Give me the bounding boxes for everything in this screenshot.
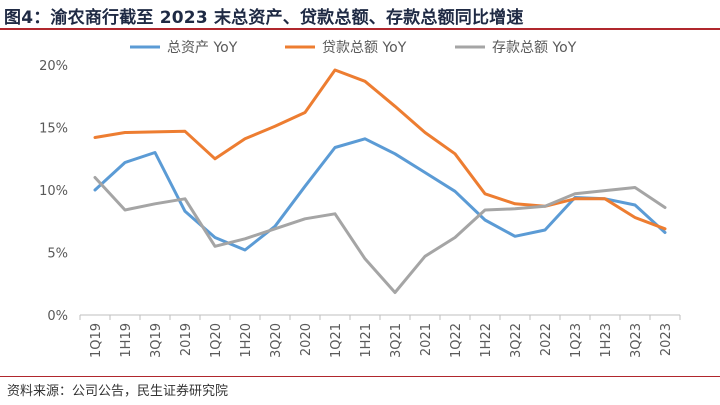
y-tick-label: 10% <box>39 184 68 199</box>
x-tick-label: 1Q21 <box>329 323 344 358</box>
y-tick-label: 5% <box>47 247 68 262</box>
x-tick-label: 1Q19 <box>89 323 104 358</box>
x-tick-label: 3Q23 <box>629 323 644 358</box>
y-tick-label: 20% <box>39 59 68 74</box>
legend-label-1: 总资产 YoY <box>167 40 238 56</box>
x-tick-label: 1H20 <box>239 323 254 358</box>
x-tick-label: 2021 <box>419 323 434 356</box>
y-tick-label: 0% <box>47 309 68 324</box>
x-tick-label: 3Q21 <box>389 323 404 358</box>
series-layer <box>93 68 667 294</box>
x-tick-label: 1H22 <box>479 323 494 358</box>
x-tick-label: 2022 <box>539 323 554 356</box>
x-tick-label: 1H23 <box>599 323 614 358</box>
x-tick-label: 1H19 <box>119 323 134 358</box>
line-chart: 0% 5% 10% 15% 20% 1Q19 1H19 3Q19 2019 1Q20 1H20 3Q… <box>39 40 681 358</box>
figure-title: 图4：渝农商行截至 2023 末总资产、贷款总额、存款总额同比增速 <box>4 8 524 28</box>
x-tick-label: 2023 <box>659 323 674 356</box>
footer-divider <box>0 376 720 377</box>
x-tick-label: 3Q20 <box>269 323 284 358</box>
series-line-1 <box>93 137 667 252</box>
series-line-3 <box>93 176 667 294</box>
x-tick-label: 1Q22 <box>449 323 464 358</box>
x-tick-label: 1H21 <box>359 323 374 358</box>
x-axis: 1Q19 1H19 3Q19 2019 1Q20 1H20 3Q20 2020 1Q21 1H21… <box>79 314 681 358</box>
x-tick-label: 1Q23 <box>569 323 584 358</box>
x-tick-label: 2019 <box>179 323 194 356</box>
x-tick-label: 3Q22 <box>509 323 524 358</box>
legend: 总资产 YoY 贷款总额 YoY 存款总额 YoY <box>130 40 577 56</box>
y-axis: 0% 5% 10% 15% 20% <box>39 59 68 324</box>
legend-label-3: 存款总额 YoY <box>492 40 577 56</box>
x-tick-label: 1Q20 <box>209 323 224 358</box>
legend-label-2: 贷款总额 YoY <box>322 40 407 56</box>
x-tick-label: 3Q19 <box>149 323 164 358</box>
y-tick-label: 15% <box>39 122 68 137</box>
source-note: 资料来源：公司公告，民生证券研究院 <box>7 384 229 399</box>
title-divider <box>0 28 720 30</box>
series-line-2 <box>93 68 667 231</box>
x-tick-label: 2020 <box>299 323 314 356</box>
